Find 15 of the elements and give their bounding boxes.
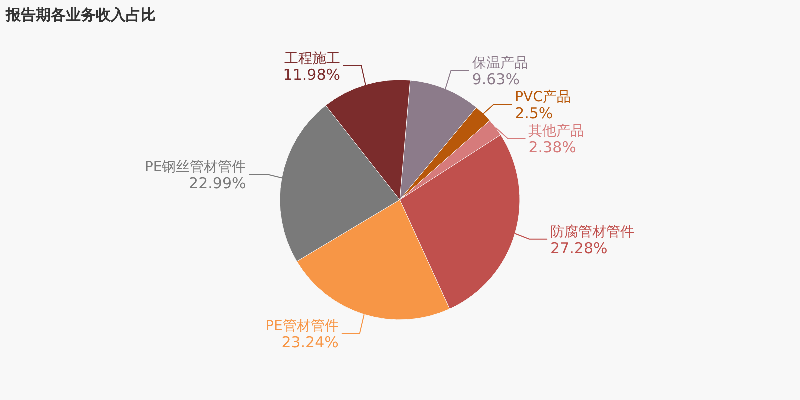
data-label: 9.63% xyxy=(472,70,520,88)
data-label: 2.38% xyxy=(528,138,576,156)
slice-label: PVC产品 xyxy=(515,90,571,106)
data-label: 11.98% xyxy=(283,66,341,84)
slice-label: 工程施工 xyxy=(284,50,341,67)
chart-title: 报告期各业务收入占比 xyxy=(5,6,156,24)
slice-label: 保温产品 xyxy=(472,56,528,72)
data-label: 2.5% xyxy=(515,104,554,122)
data-label: 23.24% xyxy=(282,334,339,352)
slice-label: PE管材管件 xyxy=(266,318,339,335)
slice-label: PE钢丝管材管件 xyxy=(144,160,246,176)
data-label: 27.28% xyxy=(550,239,608,258)
data-label: 22.99% xyxy=(189,174,246,193)
slice-label: 防腐管材管件 xyxy=(550,224,635,240)
slice-label: 其他产品 xyxy=(528,124,585,140)
